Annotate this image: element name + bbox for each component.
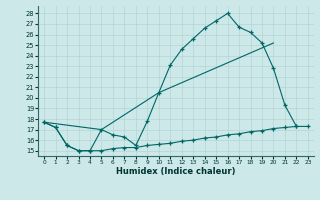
X-axis label: Humidex (Indice chaleur): Humidex (Indice chaleur) xyxy=(116,167,236,176)
